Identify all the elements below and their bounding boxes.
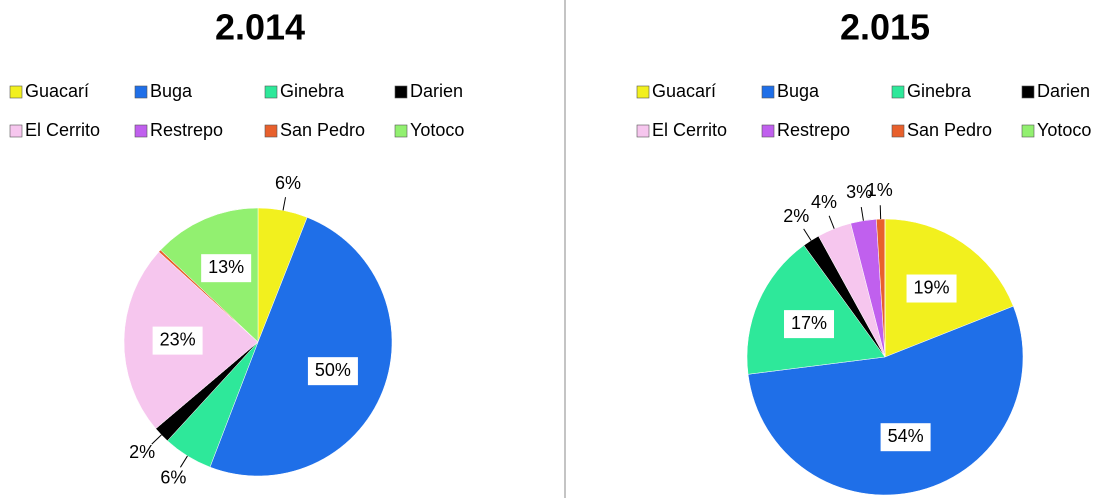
data-label: 6% [160, 467, 186, 487]
leader-line [282, 197, 287, 211]
data-label: 4% [811, 192, 837, 212]
leader-line [803, 228, 812, 241]
legend-label: Guacarí [652, 81, 716, 101]
chart-title: 2.014 [215, 7, 305, 48]
leader-line [151, 434, 162, 445]
legend-label: Guacarí [25, 81, 89, 101]
data-label: 50% [315, 360, 351, 380]
label-box [201, 254, 252, 283]
leader-line [179, 455, 188, 468]
legend-swatch [1021, 85, 1035, 99]
legend-label: Yotoco [410, 120, 464, 140]
leader-line [828, 215, 835, 229]
data-label: 54% [888, 426, 924, 446]
legend-swatch [636, 85, 650, 99]
legend-label: San Pedro [280, 120, 365, 140]
legend-label: San Pedro [907, 120, 992, 140]
legend-label: Buga [150, 81, 193, 101]
legend-label: Restrepo [150, 120, 223, 140]
pie-slice [747, 305, 1024, 496]
data-label: 1% [867, 180, 893, 200]
legend-swatch [9, 85, 23, 99]
legend-swatch [264, 124, 278, 138]
data-label: 23% [160, 329, 196, 349]
legend-swatch [891, 124, 905, 138]
label-box [784, 310, 835, 339]
legend-swatch [891, 85, 905, 99]
label-box [906, 274, 957, 303]
data-label: 19% [914, 277, 950, 297]
label-box [152, 326, 203, 355]
legend-label: Darien [1037, 81, 1090, 101]
legend-swatch [394, 124, 408, 138]
legend-swatch [761, 85, 775, 99]
leader-line [860, 206, 864, 221]
legend-label: Buga [777, 81, 820, 101]
data-label: 17% [791, 313, 827, 333]
legend-swatch [1021, 124, 1035, 138]
label-box [307, 357, 358, 386]
legend-swatch [134, 124, 148, 138]
legend-swatch [264, 85, 278, 99]
legend-label: Darien [410, 81, 463, 101]
chart-title: 2.015 [840, 7, 930, 48]
legend-swatch [134, 85, 148, 99]
data-label: 2% [129, 442, 155, 462]
pie-slice [746, 245, 886, 375]
pie-slice [209, 217, 393, 477]
legend-label: Restrepo [777, 120, 850, 140]
legend-label: Ginebra [907, 81, 972, 101]
legend-label: Ginebra [280, 81, 345, 101]
label-box [880, 423, 931, 452]
legend-label: Yotoco [1037, 120, 1091, 140]
data-label: 3% [846, 182, 872, 202]
legend-label: El Cerrito [652, 120, 727, 140]
legend-swatch [394, 85, 408, 99]
data-label: 13% [208, 257, 244, 277]
data-label: 2% [783, 206, 809, 226]
legend-swatch [761, 124, 775, 138]
legend-swatch [636, 124, 650, 138]
legend-swatch [9, 124, 23, 138]
data-label: 6% [275, 173, 301, 193]
legend-label: El Cerrito [25, 120, 100, 140]
